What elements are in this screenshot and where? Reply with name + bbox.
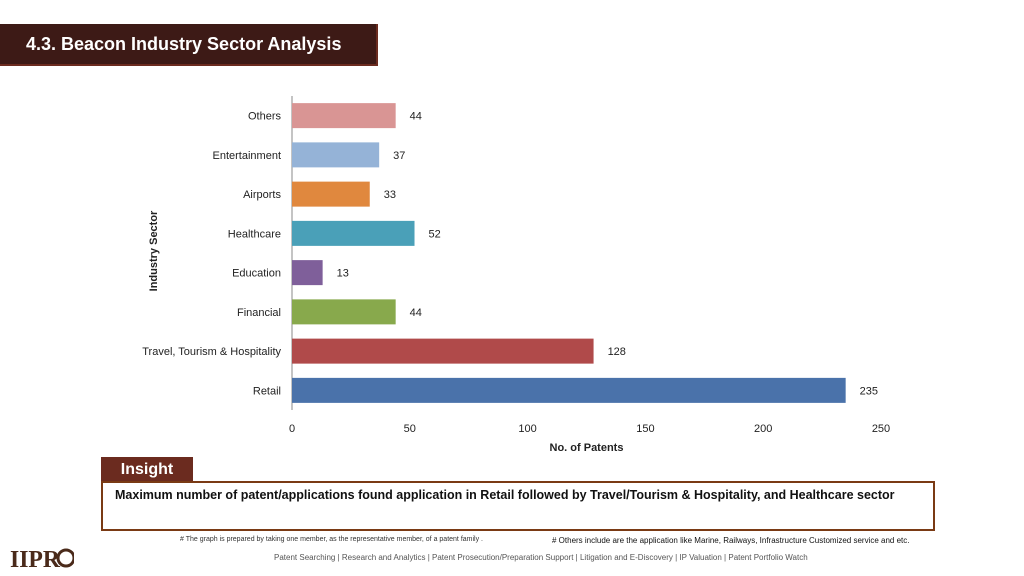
page-title: 4.3. Beacon Industry Sector Analysis <box>26 34 342 54</box>
data-label: 37 <box>393 150 405 162</box>
x-tick-label: 0 <box>289 423 295 435</box>
insight-label: Insight <box>101 457 193 482</box>
bar-others <box>292 103 396 129</box>
category-label: Entertainment <box>213 150 281 162</box>
bar-travel-tourism-hospitality <box>292 338 594 364</box>
data-label: 52 <box>429 228 441 240</box>
x-tick-label: 200 <box>754 423 772 435</box>
category-label: Retail <box>253 385 281 397</box>
data-label: 13 <box>337 268 349 280</box>
category-label: Healthcare <box>228 228 281 240</box>
x-tick-label: 100 <box>518 423 536 435</box>
footnote-right: # Others include are the application lik… <box>552 536 910 545</box>
category-label: Travel, Tourism & Hospitality <box>142 346 281 358</box>
bar-chart: Others 44 Entertainment 37 Airports 33 Healthc… <box>142 96 890 454</box>
x-axis-title: No. of Patents <box>550 442 624 454</box>
category-label: Financial <box>237 307 281 319</box>
svg-text:IIPR: IIPR <box>10 547 61 571</box>
data-label: 44 <box>410 111 422 123</box>
footer-links: Patent Searching | Research and Analytic… <box>274 553 808 562</box>
data-label: 128 <box>608 346 626 358</box>
data-label: 235 <box>860 385 878 397</box>
data-label: 44 <box>410 307 422 319</box>
bar-retail <box>292 377 846 403</box>
x-tick-label: 250 <box>872 423 890 435</box>
iiprd-logo: IIPR <box>10 547 74 571</box>
title-bar: 4.3. Beacon Industry Sector Analysis <box>0 24 378 66</box>
footnote-left: # The graph is prepared by taking one me… <box>180 536 483 543</box>
insight-text: Maximum number of patent/applications fo… <box>115 488 895 502</box>
category-label: Others <box>248 111 282 123</box>
bar-healthcare <box>292 220 415 246</box>
bar-airports <box>292 181 370 207</box>
x-tick-label: 50 <box>404 423 416 435</box>
bar-entertainment <box>292 142 380 168</box>
x-tick-label: 150 <box>636 423 654 435</box>
category-label: Airports <box>243 189 281 201</box>
y-axis-title: Industry Sector <box>148 210 160 291</box>
bar-education <box>292 260 323 286</box>
data-label: 33 <box>384 189 396 201</box>
insight-box: Maximum number of patent/applications fo… <box>101 481 935 531</box>
bar-financial <box>292 299 396 325</box>
category-label: Education <box>232 268 281 280</box>
